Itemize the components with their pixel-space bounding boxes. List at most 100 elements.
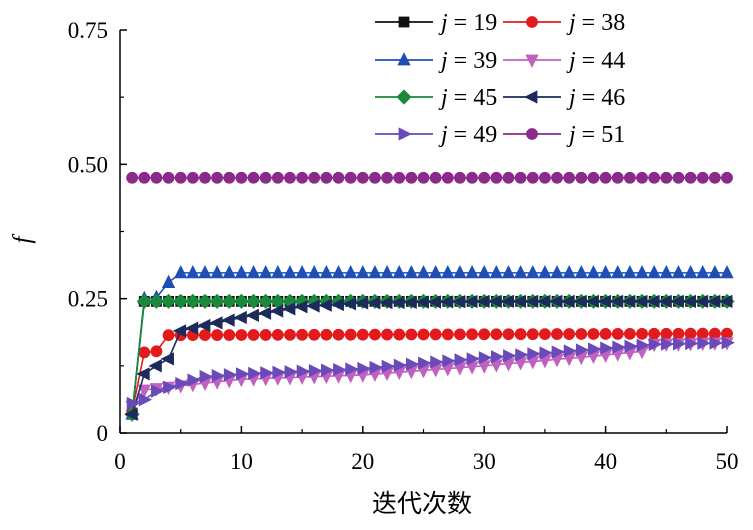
x-tick-label: 50 [716, 449, 739, 474]
x-tick-label: 0 [114, 449, 126, 474]
data-point [454, 328, 466, 341]
data-point [562, 264, 576, 279]
data-point [197, 318, 211, 333]
data-point [393, 171, 406, 184]
data-point [489, 264, 503, 279]
data-point [611, 264, 625, 279]
data-point [163, 380, 177, 394]
data-point [332, 171, 345, 184]
legend-label-variable: j [566, 48, 576, 74]
data-point [233, 310, 247, 325]
data-point [416, 264, 431, 279]
data-point [478, 351, 493, 365]
data-point [137, 384, 151, 398]
legend-label-value: = 45 [448, 85, 498, 111]
legend-label-value: = 39 [448, 48, 498, 74]
data-point [258, 293, 274, 309]
data-point [466, 352, 480, 366]
data-point [344, 264, 358, 279]
data-point [368, 264, 382, 279]
data-point [345, 362, 359, 376]
data-point [344, 171, 357, 184]
data-point [199, 329, 211, 342]
series-j-39 [125, 264, 734, 420]
data-point [490, 350, 505, 364]
data-point [331, 264, 346, 279]
data-point [381, 328, 393, 341]
data-point [538, 264, 552, 279]
data-point [306, 299, 320, 313]
x-tick-label: 40 [594, 449, 617, 474]
y-tick-label: 0.50 [68, 152, 108, 177]
data-point [672, 171, 685, 184]
data-point [721, 336, 735, 350]
legend-label: j = 51 [566, 122, 625, 148]
data-point [148, 359, 162, 373]
data-point [684, 171, 697, 184]
data-point [441, 264, 455, 279]
data-point [185, 293, 201, 309]
data-point [466, 171, 478, 184]
data-point [209, 316, 223, 330]
data-point [381, 171, 393, 184]
data-point [575, 343, 590, 357]
data-point [148, 293, 164, 309]
data-point [709, 336, 723, 350]
data-point [624, 339, 638, 353]
data-point [344, 328, 357, 341]
data-point [248, 366, 262, 381]
data-point [308, 171, 321, 184]
legend-label-variable: j [438, 85, 448, 111]
data-point [259, 264, 273, 279]
data-point [284, 365, 298, 379]
data-point [259, 329, 272, 341]
data-point [126, 396, 141, 411]
data-point [405, 171, 418, 184]
data-point [247, 329, 260, 341]
data-point [356, 264, 370, 279]
data-point [173, 293, 189, 309]
legend-label: j = 45 [438, 85, 497, 111]
data-point [295, 264, 309, 279]
data-point [721, 171, 733, 184]
series-j-38 [126, 327, 733, 418]
data-point [539, 328, 551, 341]
data-point [160, 293, 177, 309]
data-point [330, 297, 344, 312]
data-point [247, 171, 260, 184]
data-point [174, 171, 187, 184]
data-point [369, 171, 381, 184]
data-point [369, 360, 383, 375]
data-point [477, 264, 491, 279]
data-point [697, 336, 711, 350]
data-point [381, 359, 395, 374]
data-point [161, 274, 176, 288]
legend-marker [526, 128, 538, 140]
data-point [150, 345, 163, 358]
data-point [257, 306, 272, 320]
legend-marker [398, 127, 412, 141]
data-point [233, 293, 249, 309]
data-point [271, 171, 284, 184]
data-point [162, 329, 175, 342]
legend-label-value: = 46 [576, 85, 626, 111]
data-point [501, 264, 516, 279]
data-point [404, 264, 419, 279]
data-point [575, 328, 588, 340]
x-tick-label: 30 [473, 449, 496, 474]
legend-item: j = 46 [503, 85, 625, 111]
data-point [478, 328, 491, 341]
data-point [660, 337, 675, 351]
data-point [308, 328, 321, 341]
data-point [635, 264, 649, 279]
data-point [271, 328, 284, 341]
data-point [221, 293, 237, 309]
data-point [319, 264, 334, 279]
data-point [539, 346, 553, 360]
data-point [502, 328, 515, 341]
y-tick-label: 0.25 [68, 287, 108, 312]
data-point [320, 328, 333, 341]
legend-label: j = 39 [438, 48, 497, 74]
data-point [418, 356, 432, 370]
